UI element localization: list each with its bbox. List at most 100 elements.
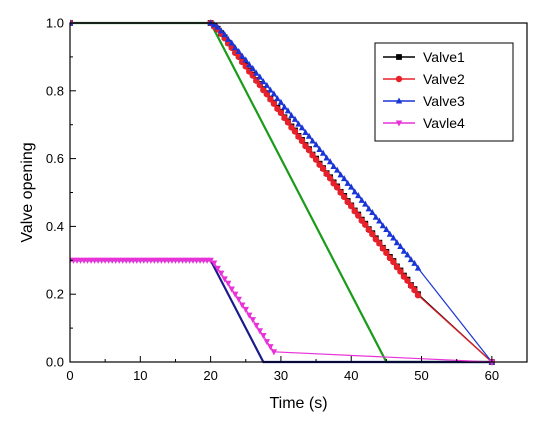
data-point-valve2 bbox=[277, 109, 285, 117]
data-point-vavle4 bbox=[214, 265, 221, 272]
data-point-valve3 bbox=[249, 64, 256, 71]
x-tick-label: 10 bbox=[133, 368, 147, 383]
data-point-vavle4 bbox=[249, 317, 256, 324]
data-point-valve3 bbox=[224, 35, 232, 42]
data-point-valve3 bbox=[298, 124, 306, 131]
data-point-valve2 bbox=[407, 282, 415, 289]
x-tick-label: 0 bbox=[66, 368, 73, 383]
data-point-valve2 bbox=[298, 137, 306, 145]
y-tick-label: 0.8 bbox=[46, 83, 64, 98]
legend-item-valve2: Valve2 bbox=[383, 71, 465, 87]
data-point-valve3 bbox=[330, 162, 337, 169]
axis-ticks: 0 10 20 30 40 50 60 0.0 0.2 0.4 0.6 0.8 1.0 bbox=[46, 16, 499, 384]
data-point-valve3 bbox=[365, 205, 373, 212]
y-tick-label: 0.0 bbox=[46, 355, 64, 370]
data-point-valve3 bbox=[397, 242, 404, 249]
data-point-valve2 bbox=[284, 119, 292, 126]
data-point-valve2 bbox=[267, 96, 274, 103]
legend-label: Vavle4 bbox=[423, 115, 465, 131]
data-point-valve3 bbox=[369, 208, 376, 216]
data-point-valve3 bbox=[274, 95, 281, 102]
y-tick-label: 1.0 bbox=[46, 16, 64, 31]
data-point-valve3 bbox=[386, 230, 394, 237]
data-point-valve2 bbox=[404, 277, 411, 284]
data-point-valve3 bbox=[348, 183, 355, 190]
data-point-valve3 bbox=[344, 179, 351, 186]
data-point-valve3 bbox=[414, 264, 422, 271]
data-point-valve2 bbox=[355, 212, 362, 219]
data-point-valve3 bbox=[302, 128, 309, 136]
data-point-valve3 bbox=[291, 115, 299, 122]
data-point-valve3 bbox=[404, 251, 411, 258]
data-point-valve3 bbox=[221, 31, 228, 38]
data-point-valve2 bbox=[393, 263, 401, 271]
data-point-valve2 bbox=[326, 175, 334, 182]
data-point-vavle4 bbox=[239, 302, 246, 309]
data-point-valve2 bbox=[319, 165, 327, 172]
data-point-valve2 bbox=[333, 184, 341, 191]
data-point-valve3 bbox=[326, 158, 334, 165]
legend-item-valve3: Valve3 bbox=[383, 93, 465, 109]
y-axis-title: Valve opening bbox=[19, 142, 36, 242]
data-point-vavle4 bbox=[228, 286, 235, 293]
data-point-valve2 bbox=[270, 100, 278, 107]
data-point-vavle4 bbox=[260, 332, 267, 340]
data-point-valve3 bbox=[411, 259, 418, 266]
data-point-valve3 bbox=[267, 86, 274, 93]
data-point-valve2 bbox=[242, 63, 249, 70]
data-point-valve3 bbox=[214, 23, 221, 30]
data-point-valve3 bbox=[341, 175, 348, 182]
legend-item-vavle4: Vavle4 bbox=[383, 115, 465, 131]
data-point-valve3 bbox=[400, 247, 408, 254]
x-tick-label: 50 bbox=[414, 368, 428, 383]
series-line-vavle4 bbox=[70, 259, 492, 363]
data-point-valve3 bbox=[288, 112, 295, 119]
data-point-vavle4 bbox=[235, 296, 242, 303]
x-tick-label: 20 bbox=[203, 368, 217, 383]
data-point-valve2 bbox=[309, 152, 316, 159]
legend-label: Valve3 bbox=[423, 93, 465, 109]
data-point-valve2 bbox=[362, 221, 369, 228]
data-point-valve2 bbox=[414, 292, 422, 299]
data-point-valve3 bbox=[239, 52, 246, 59]
legend-label: Valve2 bbox=[423, 71, 465, 87]
data-point-valve2 bbox=[337, 189, 344, 196]
data-point-valve3 bbox=[358, 196, 365, 203]
series-valve2 bbox=[70, 19, 496, 366]
data-point-valve3 bbox=[260, 78, 267, 85]
data-point-valve2 bbox=[383, 249, 390, 257]
data-point-valve2 bbox=[341, 193, 348, 201]
data-point-valve3 bbox=[281, 103, 288, 110]
data-point-valve3 bbox=[355, 192, 362, 199]
legend-swatch-marker bbox=[395, 75, 403, 83]
data-point-valve3 bbox=[270, 90, 278, 97]
data-point-vavle4 bbox=[232, 291, 239, 298]
data-point-valve3 bbox=[390, 234, 397, 241]
data-point-valve3 bbox=[337, 171, 344, 178]
data-point-vavle4 bbox=[242, 306, 249, 313]
data-point-valve3 bbox=[263, 81, 271, 88]
data-point-valve3 bbox=[242, 56, 249, 63]
data-point-valve2 bbox=[323, 170, 330, 178]
data-point-valve2 bbox=[369, 230, 376, 238]
reference-line-2 bbox=[70, 259, 492, 364]
data-point-valve2 bbox=[411, 286, 418, 294]
data-point-vavle4 bbox=[263, 339, 271, 346]
data-point-valve2 bbox=[379, 245, 387, 252]
data-point-valve3 bbox=[228, 39, 235, 46]
x-tick-label: 30 bbox=[274, 368, 288, 383]
data-point-valve2 bbox=[397, 268, 404, 275]
data-point-valve3 bbox=[253, 69, 260, 76]
data-point-valve3 bbox=[362, 200, 369, 207]
data-point-valve2 bbox=[351, 207, 358, 215]
y-tick-label: 0.6 bbox=[46, 151, 64, 166]
data-point-valve2 bbox=[305, 146, 313, 154]
data-point-vavle4 bbox=[207, 257, 214, 264]
data-point-valve3 bbox=[309, 137, 316, 144]
data-point-vavle4 bbox=[217, 270, 225, 277]
legend: Valve1 Valve2 Valve3 Vavle4 bbox=[374, 42, 514, 142]
data-point-valve2 bbox=[348, 202, 355, 210]
data-point-valve3 bbox=[284, 107, 292, 114]
data-point-valve3 bbox=[232, 44, 239, 51]
